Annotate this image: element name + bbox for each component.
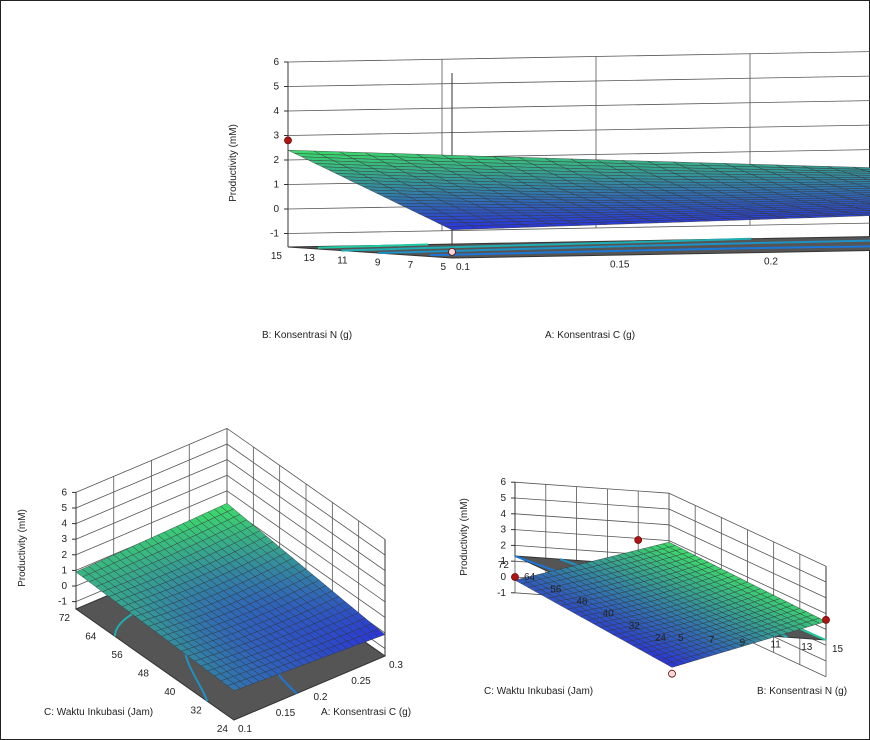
response-surface [75,503,386,692]
y-tick-label: 9 [375,258,381,269]
contour-line [429,245,870,257]
response-surface [514,541,827,668]
wall-gridline [514,497,670,510]
y-tick-label: 64 [524,572,536,583]
y-tick-label: 48 [576,597,588,608]
z-tick-label: 2 [273,155,279,166]
design-point [668,669,676,678]
y-tick-label: 40 [164,687,176,698]
x-tick-label: 13 [801,642,813,653]
x-tick-label: 0.2 [314,692,328,703]
x-tick-label: 0.1 [238,724,252,735]
x-tick-label: 0.15 [276,708,296,719]
z-tick-label: 4 [61,519,67,530]
y-tick-label: 5 [440,262,446,273]
surface-facet [664,661,679,668]
x-tick-label: 11 [770,640,781,651]
contour-line [341,237,752,252]
plot-top: -101234560.10.150.20.250.3579111315Produ… [228,51,870,341]
z-tick-label: 2 [500,540,506,551]
y-tick-label: 24 [217,724,229,735]
z-tick-label: 3 [61,534,67,545]
design-point [822,616,830,624]
y-tick-label: 72 [59,613,71,624]
x-tick-label: 9 [740,637,746,648]
z-tick-label: 3 [500,525,506,536]
wall-gridline [287,100,870,112]
y-tick-label: 11 [337,255,348,266]
z-tick-label: 2 [61,550,67,561]
y-tick-label: 56 [112,650,124,661]
y-tick-label: 56 [550,584,562,595]
z-tick-label: 1 [500,556,506,567]
x-tick-label: 0.2 [764,257,778,268]
surface-facet [226,683,241,692]
y-tick-label: 48 [138,669,150,680]
y-tick-label: 7 [408,260,414,271]
y-tick-label: 32 [629,621,641,632]
wall-gridline [514,481,670,494]
x-tick-label: 15 [832,644,844,655]
z-tick-label: 5 [61,503,67,514]
x-tick-label: 7 [709,635,715,646]
surface-facet [445,225,478,231]
x-axis-label: A: Konsentrasi C (g) [545,330,635,341]
design-point [634,536,643,544]
x-tick-label: 5 [678,633,684,644]
y-axis-label: C: Waktu Inkubasi (Jam) [44,707,153,718]
y-tick-label: 13 [304,253,316,264]
y-tick-label: 32 [191,706,203,717]
x-tick-label: 0.1 [456,262,470,273]
z-tick-label: 3 [273,131,279,142]
design-point [511,573,519,581]
z-tick-label: 1 [273,180,279,191]
z-axis-label: Productivity (mM) [228,124,239,202]
response-surface [287,150,870,231]
wall-gridline [514,513,670,526]
z-tick-label: 4 [273,106,279,117]
design-point [448,247,456,256]
z-tick-label: 4 [500,509,506,520]
z-tick-label: -1 [58,597,67,608]
x-axis-label: A: Konsentrasi C (g) [321,707,411,718]
design-point [284,136,292,145]
y-tick-label: 40 [603,609,615,620]
z-tick-label: 0 [61,581,67,592]
wall-gridline [287,75,870,87]
z-axis-label: Productivity (mM) [17,509,28,587]
z-axis-label: Productivity (mM) [459,498,470,576]
wall-gridline [514,529,670,541]
z-tick-label: 6 [61,487,67,498]
contour-line [317,243,429,249]
y-axis-label: B: Konsentrasi N (g) [262,330,352,341]
y-tick-label: 15 [271,251,283,262]
contour-lines [317,237,870,257]
wall-gridline [287,51,870,63]
y-axis-label: C: Waktu Inkubasi (Jam) [484,686,593,697]
y-tick-label: 64 [85,632,97,643]
plot-bottom-left: -101234560.10.150.20.250.324324048566472… [17,428,411,735]
z-tick-label: 0 [273,204,279,215]
x-axis-label: B: Konsentrasi N (g) [757,686,847,697]
z-tick-label: 5 [273,82,279,93]
z-tick-label: 6 [500,477,506,488]
y-tick-label: 24 [655,633,667,644]
contour-line [378,239,870,255]
z-tick-label: 5 [500,493,506,504]
wall-gridline [287,124,870,136]
z-tick-label: -1 [270,229,279,240]
x-tick-label: 0.3 [389,660,403,671]
x-tick-label: 0.15 [610,259,630,270]
y-tick-label: 72 [498,560,510,571]
z-tick-label: -1 [497,588,506,599]
x-tick-label: 0.25 [351,676,371,687]
z-tick-label: 6 [273,57,279,68]
z-tick-label: 1 [61,565,67,576]
z-tick-label: 0 [500,572,506,583]
